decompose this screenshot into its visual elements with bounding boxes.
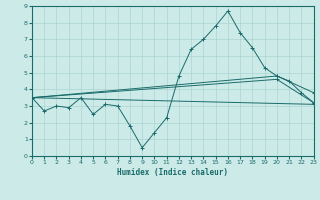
- X-axis label: Humidex (Indice chaleur): Humidex (Indice chaleur): [117, 168, 228, 177]
